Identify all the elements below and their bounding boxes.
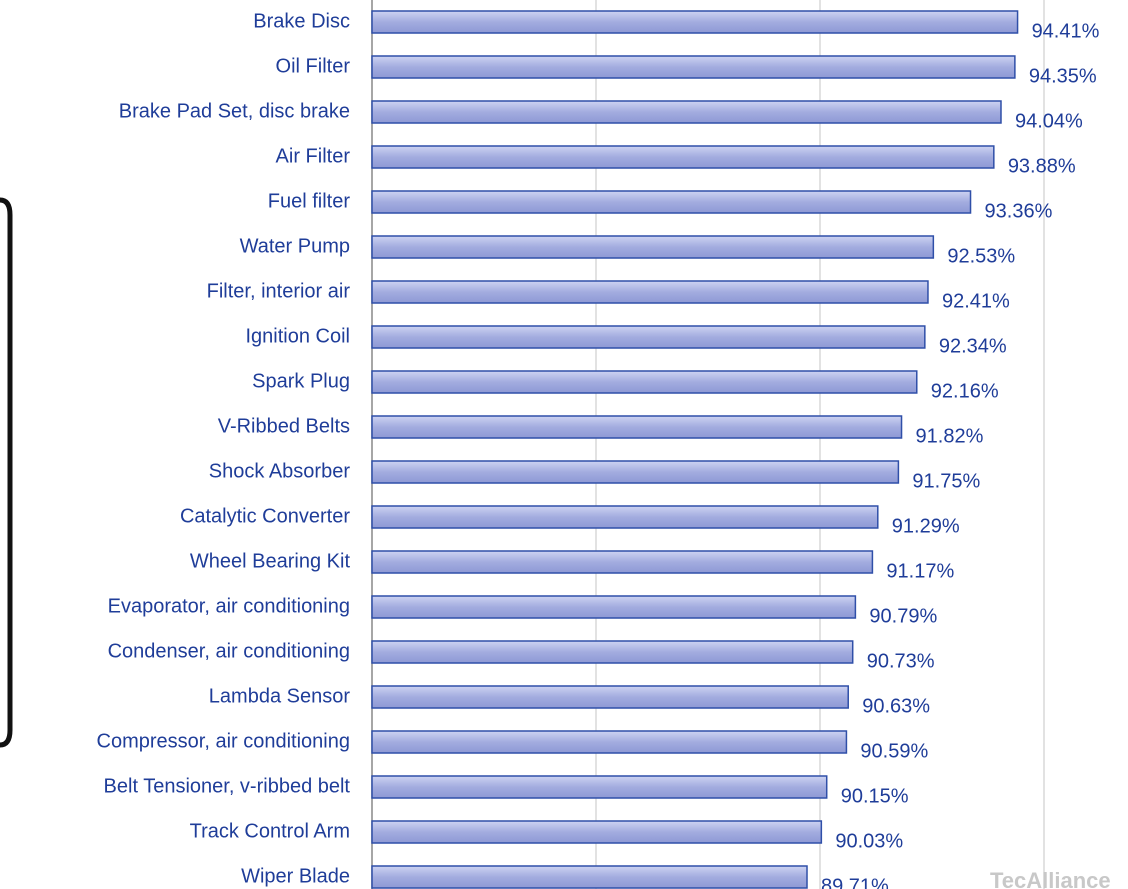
- value-label: 94.41%: [1032, 20, 1100, 42]
- category-label: Wheel Bearing Kit: [190, 550, 351, 572]
- watermark: TecAlliance: [990, 868, 1111, 889]
- category-label: Brake Pad Set, disc brake: [119, 100, 350, 122]
- bar: [371, 460, 900, 484]
- value-label: 93.88%: [1008, 155, 1076, 177]
- bar: [371, 685, 849, 709]
- bar: [371, 820, 823, 844]
- value-label: 89.71%: [821, 875, 889, 889]
- bar: [371, 595, 857, 619]
- value-label: 94.04%: [1015, 110, 1083, 132]
- bar: [371, 775, 828, 799]
- bar: [371, 640, 854, 664]
- bar: [371, 730, 848, 754]
- category-label: Belt Tensioner, v-ribbed belt: [104, 775, 351, 797]
- value-label: 92.34%: [939, 335, 1007, 357]
- category-label: Water Pump: [240, 235, 350, 257]
- value-label: 91.17%: [886, 560, 954, 582]
- value-label: 90.73%: [867, 650, 935, 672]
- bar: [371, 415, 903, 439]
- category-label: Fuel filter: [268, 190, 351, 212]
- category-label: Oil Filter: [276, 55, 351, 77]
- side-bracket: [0, 197, 13, 748]
- value-label: 92.41%: [942, 290, 1010, 312]
- bar: [371, 100, 1002, 124]
- value-label: 94.35%: [1029, 65, 1097, 87]
- category-label: Condenser, air conditioning: [108, 640, 350, 662]
- bar: [371, 55, 1016, 79]
- category-label: Track Control Arm: [190, 820, 350, 842]
- value-label: 90.79%: [869, 605, 937, 627]
- category-label: Filter, interior air: [207, 280, 351, 302]
- category-label: V-Ribbed Belts: [218, 415, 350, 437]
- category-label: Ignition Coil: [245, 325, 350, 347]
- bar: [371, 505, 879, 529]
- value-label: 91.29%: [892, 515, 960, 537]
- bar: [371, 550, 874, 574]
- value-label: 90.59%: [860, 740, 928, 762]
- value-label: 91.82%: [916, 425, 984, 447]
- bar: [371, 325, 926, 349]
- category-label: Shock Absorber: [209, 460, 351, 482]
- value-label: 92.16%: [931, 380, 999, 402]
- bar: [371, 145, 995, 169]
- bar: [371, 280, 929, 304]
- bar: [371, 370, 918, 394]
- value-label: 90.03%: [835, 830, 903, 852]
- bar: [371, 10, 1019, 34]
- value-label: 91.75%: [912, 470, 980, 492]
- bars: [371, 10, 1019, 889]
- value-label: 90.63%: [862, 695, 930, 717]
- bar: [371, 865, 808, 889]
- category-label: Compressor, air conditioning: [97, 730, 350, 752]
- category-label: Evaporator, air conditioning: [108, 595, 350, 617]
- value-label: 90.15%: [841, 785, 909, 807]
- category-label: Brake Disc: [253, 10, 350, 32]
- bar: [371, 235, 935, 259]
- bar: [371, 190, 972, 214]
- category-label: Spark Plug: [252, 370, 350, 392]
- value-label: 93.36%: [985, 200, 1053, 222]
- category-label: Lambda Sensor: [209, 685, 351, 707]
- value-label: 92.53%: [947, 245, 1015, 267]
- category-label: Wiper Blade: [241, 865, 350, 887]
- category-label: Air Filter: [276, 145, 351, 167]
- category-label: Catalytic Converter: [180, 505, 350, 527]
